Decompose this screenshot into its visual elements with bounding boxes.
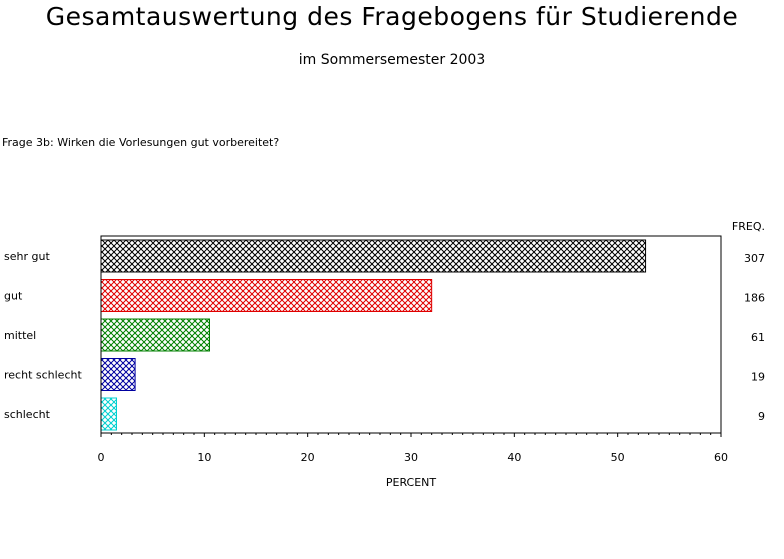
x-axis-label: PERCENT: [386, 476, 437, 489]
category-label: recht schlecht: [4, 369, 82, 382]
bar-recht-schlecht: [100, 358, 136, 391]
category-label: gut: [4, 290, 23, 303]
freq-header: FREQ.: [732, 220, 765, 233]
bar-gut: [100, 279, 433, 312]
bar-sehr-gut: [100, 239, 647, 273]
bar-mittel: [100, 318, 210, 352]
x-tick-label: 40: [507, 451, 521, 464]
freq-value: 186: [744, 292, 765, 305]
freq-value: 9: [758, 410, 765, 423]
question-label: Frage 3b: Wirken die Vorlesungen gut vor…: [2, 136, 280, 149]
x-tick-label: 30: [404, 451, 418, 464]
x-tick-label: 10: [197, 451, 211, 464]
category-label: schlecht: [4, 408, 51, 421]
freq-value: 307: [744, 252, 765, 265]
category-label: sehr gut: [4, 250, 50, 263]
x-tick-label: 50: [611, 451, 625, 464]
freq-value: 19: [751, 371, 765, 384]
category-label: mittel: [4, 329, 36, 342]
page-subtitle: im Sommersemester 2003: [298, 52, 486, 68]
bar-schlecht: [100, 397, 117, 431]
x-tick-label: 60: [714, 451, 728, 464]
x-tick-label: 0: [98, 451, 105, 464]
page-title: Gesamtauswertung des Fragebogens für Stu…: [45, 2, 739, 31]
x-tick-label: 20: [301, 451, 315, 464]
freq-value: 61: [751, 331, 765, 344]
